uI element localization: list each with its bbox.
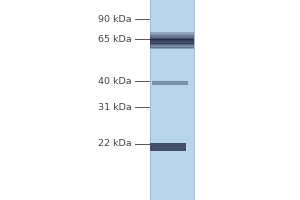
Bar [150, 143, 186, 151]
Bar [150, 0, 151, 200]
Bar [150, 42, 194, 44]
Bar [150, 47, 194, 49]
Bar [150, 39, 194, 41]
Text: 90 kDa: 90 kDa [98, 15, 132, 23]
Bar [150, 32, 194, 34]
Bar [150, 43, 194, 45]
Bar [150, 38, 194, 40]
Bar [150, 45, 194, 46]
Bar [150, 35, 194, 37]
Bar [194, 0, 195, 200]
Bar [150, 41, 194, 42]
Text: 22 kDa: 22 kDa [98, 140, 132, 148]
Bar [150, 0, 195, 200]
Bar [150, 37, 194, 38]
Bar [150, 46, 194, 48]
Bar [152, 81, 188, 85]
Bar [150, 34, 194, 35]
Text: 65 kDa: 65 kDa [98, 34, 132, 44]
Text: 31 kDa: 31 kDa [98, 102, 132, 112]
Text: 40 kDa: 40 kDa [98, 76, 132, 86]
